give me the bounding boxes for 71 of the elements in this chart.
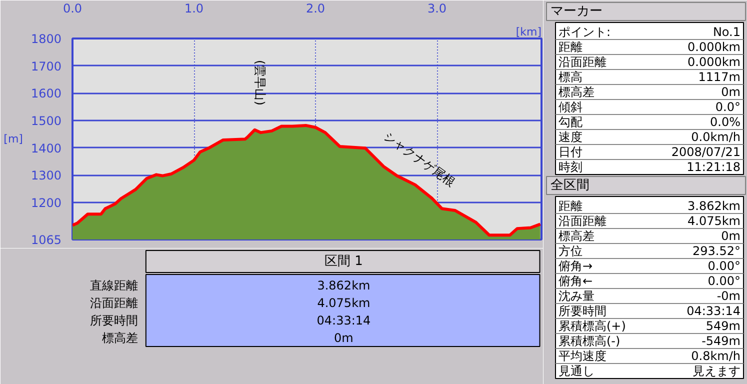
text: 3.862km	[317, 278, 370, 292]
text: 累積標高(-)	[558, 334, 620, 348]
x-axis-title: [km]	[516, 26, 542, 38]
text: 4.075km	[688, 214, 741, 228]
text: 日付	[558, 145, 582, 159]
text: 距離	[558, 40, 582, 54]
text: 11:21:18	[686, 160, 741, 174]
text: 区間 1	[324, 254, 363, 269]
text: 見通し	[558, 364, 594, 378]
x-tick-label: 1.0	[184, 2, 204, 16]
text: 標高	[558, 70, 582, 84]
text: 沿面距離	[558, 55, 606, 69]
x-tick-label: 2.0	[306, 2, 326, 16]
text: 標高差	[558, 85, 594, 99]
text: マーカー	[550, 4, 602, 19]
text: 見えます	[692, 364, 740, 378]
text: 549m	[706, 319, 740, 333]
y-tick-label: 1700	[30, 59, 62, 74]
text: -549m	[702, 334, 741, 348]
text: 沿面距離	[558, 214, 606, 228]
text: ポイント:	[558, 25, 611, 39]
text: 傾斜	[558, 100, 582, 114]
text: 沿面距離	[90, 296, 138, 310]
y-tick-label: 1800	[30, 32, 62, 46]
text: 0.8km/h	[691, 349, 741, 363]
text: 0m	[721, 85, 741, 99]
text: 0.000km	[688, 55, 741, 69]
text: 速度	[558, 130, 582, 144]
text: 0.0°	[715, 100, 741, 114]
text: 直線距離	[90, 278, 138, 292]
y-tick-label: 1200	[30, 196, 62, 210]
text: No.1	[712, 25, 741, 39]
text: 293.52°	[692, 244, 741, 258]
text: 標高差	[102, 330, 138, 345]
text: 標高差	[558, 229, 594, 243]
y-tick-label: 1500	[30, 114, 62, 128]
text: 4.075km	[317, 296, 370, 310]
text: 0m	[334, 330, 354, 345]
text: 方位	[558, 244, 582, 258]
text: 3.862km	[688, 199, 741, 213]
text: 0.0km/h	[691, 130, 741, 144]
y-tick-label: 1600	[30, 86, 62, 101]
y-tick-label: 1400	[30, 141, 62, 156]
text: 04:33:14	[686, 304, 741, 318]
text: 時刻	[558, 160, 582, 174]
text: 0.00°	[708, 259, 740, 273]
x-tick-label: 3.0	[427, 2, 447, 16]
text: 0.0%	[710, 115, 741, 129]
text: 0m	[721, 229, 741, 243]
text: -0m	[716, 289, 740, 303]
text: 勾配	[558, 115, 582, 129]
text: 平均速度	[558, 349, 606, 363]
text: 累積標高(+)	[558, 319, 626, 333]
text: 距離	[558, 199, 582, 213]
y-tick-label: 1300	[30, 168, 62, 183]
annotation: シャクナゲ尾根	[381, 129, 458, 190]
text: 全区間	[550, 178, 590, 193]
text: 1117m	[698, 70, 741, 84]
text: 2008/07/21	[671, 145, 741, 159]
text: 所要時間	[90, 313, 138, 328]
text: 0.000km	[688, 40, 741, 54]
text: 俯角→	[558, 259, 593, 273]
annotation: (雲早山)	[253, 60, 268, 106]
text: 俯角←	[558, 274, 593, 288]
x-tick-label: 0.0	[62, 2, 82, 16]
text: 沈み量	[558, 289, 594, 303]
y-tick-label: 1065	[30, 233, 62, 247]
text: 04:33:14	[316, 313, 371, 328]
y-axis-title: [m]	[4, 132, 23, 146]
text: 0.00°	[708, 274, 740, 288]
text: 所要時間	[558, 304, 606, 318]
